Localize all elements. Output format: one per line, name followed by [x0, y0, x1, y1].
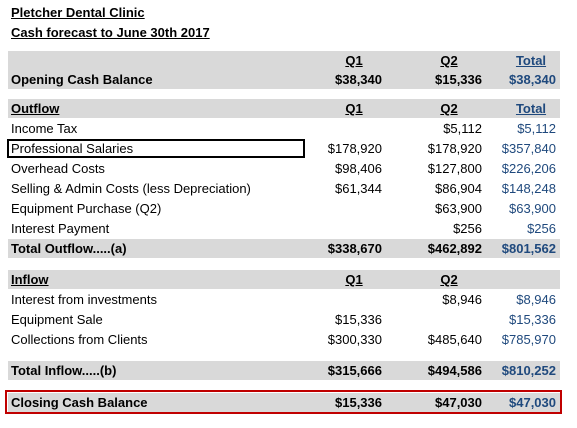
row-label: Professional Salaries: [11, 141, 134, 156]
closing-balance-row[interactable]: Closing Cash Balance $15,336 $47,030 $47…: [8, 393, 560, 412]
total-inflow-total: $810,252: [501, 363, 556, 378]
row-q2: $178,920: [427, 141, 482, 156]
row-total: $357,840: [501, 141, 556, 156]
row-q1: $300,330: [327, 332, 382, 347]
row-q2: [392, 310, 482, 329]
row-q2: $86,904: [435, 181, 482, 196]
report-subtitle: Cash forecast to June 30th 2017: [11, 25, 210, 40]
total-inflow-q2: $494,586: [427, 363, 482, 378]
row-q1: $15,336: [335, 312, 382, 327]
outflow-header-row: Outflow Q1 Q2 Total: [8, 99, 560, 118]
row-total: $8,946: [516, 292, 556, 307]
row-q1: $178,920: [327, 141, 382, 156]
total-inflow-label: Total Inflow.....(b): [11, 363, 117, 378]
outflow-col-q1: Q1: [345, 101, 363, 116]
column-header-row: Q1 Q2 Total: [8, 51, 560, 70]
outflow-heading: Outflow: [11, 101, 60, 116]
opening-total: $38,340: [509, 72, 556, 87]
inflow-col-q1: Q1: [345, 272, 363, 287]
total-inflow-row[interactable]: Total Inflow.....(b) $315,666 $494,586 $…: [8, 361, 560, 380]
row-total: $256: [527, 221, 556, 236]
total-outflow-label: Total Outflow.....(a): [11, 241, 127, 256]
opening-label: Opening Cash Balance: [11, 72, 153, 87]
inflow-header-row: Inflow Q1 Q2: [8, 270, 560, 289]
row-total: $785,970: [501, 332, 556, 347]
total-outflow-q2: $462,892: [427, 241, 482, 256]
row-q2: $5,112: [443, 121, 482, 136]
row-q2: $485,640: [427, 332, 482, 347]
closing-q2: $47,030: [435, 395, 482, 410]
row-q1: $98,406: [335, 161, 382, 176]
opening-balance-row[interactable]: Opening Cash Balance $38,340 $15,336 $38…: [8, 70, 560, 89]
closing-total: $47,030: [509, 395, 556, 410]
total-outflow-q1: $338,670: [327, 241, 382, 256]
outflow-col-total: Total: [515, 101, 547, 116]
closing-highlight-border: [5, 390, 562, 414]
inflow-col-q2: Q2: [440, 272, 458, 287]
col-header-q1: Q1: [345, 53, 363, 68]
closing-label: Closing Cash Balance: [11, 395, 148, 410]
selected-cell-border: [7, 139, 305, 158]
row-label: Equipment Sale: [11, 312, 103, 327]
table-row[interactable]: Overhead Costs $98,406 $127,800 $226,206: [8, 159, 560, 178]
row-q1: [298, 199, 382, 218]
row-q2: $256: [453, 221, 482, 236]
row-q2: $127,800: [427, 161, 482, 176]
row-label: Interest from investments: [11, 292, 157, 307]
row-q1: [298, 219, 382, 238]
outflow-col-q2: Q2: [440, 101, 458, 116]
row-label: Interest Payment: [11, 221, 110, 236]
row-q1: [298, 119, 382, 138]
report-title: Pletcher Dental Clinic: [11, 5, 145, 20]
table-row[interactable]: Interest Payment $256 $256: [8, 219, 560, 238]
row-q1: $61,344: [335, 181, 382, 196]
opening-q2: $15,336: [435, 72, 482, 87]
inflow-heading: Inflow: [11, 272, 49, 287]
row-label: Selling & Admin Costs (less Depreciation…: [11, 181, 251, 196]
row-q1: [298, 290, 382, 309]
table-row[interactable]: Interest from investments $8,946 $8,946: [8, 290, 560, 309]
row-q2: $63,900: [435, 201, 482, 216]
row-total: $5,112: [517, 121, 556, 136]
table-row[interactable]: Equipment Purchase (Q2) $63,900 $63,900: [8, 199, 560, 218]
row-total: $148,248: [501, 181, 556, 196]
table-row[interactable]: Selling & Admin Costs (less Depreciation…: [8, 179, 560, 198]
table-row[interactable]: Collections from Clients $300,330 $485,6…: [8, 330, 560, 349]
total-outflow-total: $801,562: [501, 241, 556, 256]
col-header-q2: Q2: [440, 53, 458, 68]
row-total: $63,900: [509, 201, 556, 216]
opening-q1: $38,340: [335, 72, 382, 87]
closing-q1: $15,336: [335, 395, 382, 410]
table-row[interactable]: Equipment Sale $15,336 $15,336: [8, 310, 560, 329]
row-q2: $8,946: [442, 292, 482, 307]
col-header-total: Total: [515, 53, 547, 68]
table-row[interactable]: Professional Salaries $178,920 $178,920 …: [8, 139, 560, 158]
table-row[interactable]: Income Tax $5,112 $5,112: [8, 119, 560, 138]
total-outflow-row[interactable]: Total Outflow.....(a) $338,670 $462,892 …: [8, 239, 560, 258]
row-label: Equipment Purchase (Q2): [11, 201, 162, 216]
row-label: Collections from Clients: [11, 332, 148, 347]
row-total: $226,206: [501, 161, 556, 176]
row-total: $15,336: [509, 312, 556, 327]
row-label: Income Tax: [11, 121, 78, 136]
row-label: Overhead Costs: [11, 161, 105, 176]
total-inflow-q1: $315,666: [327, 363, 382, 378]
